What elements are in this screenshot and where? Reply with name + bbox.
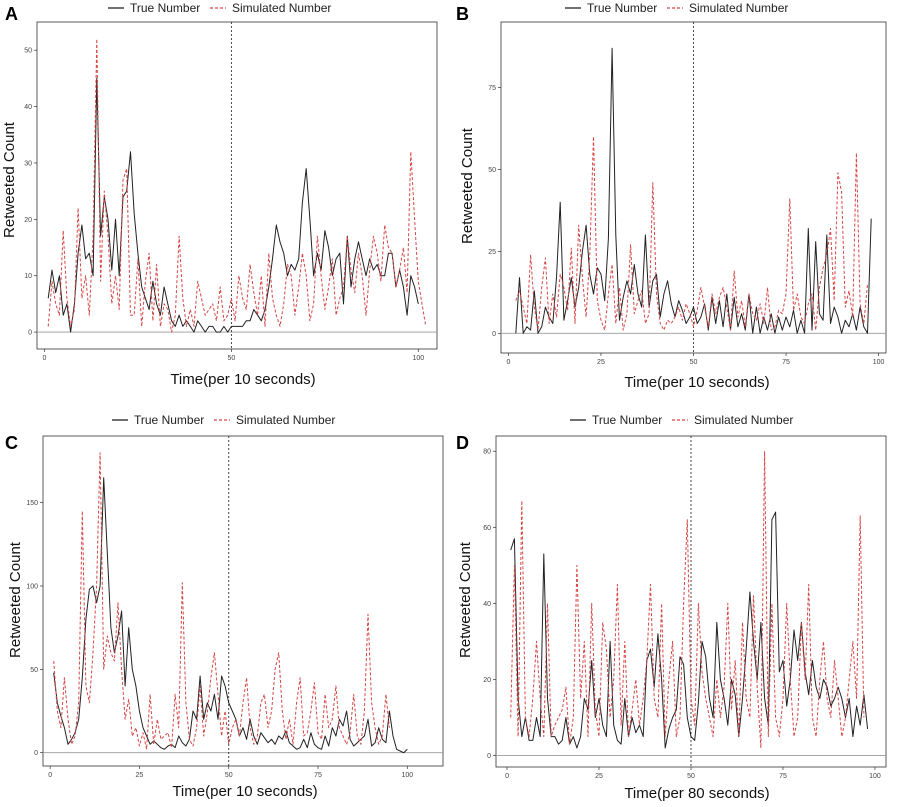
panel-a: A True Number Simulated Number 0 50 100 0 10 20 3… bbox=[1, 1, 438, 388]
y-tick-label: 30 bbox=[24, 160, 32, 167]
panel-letter: B bbox=[456, 4, 469, 24]
x-tick-label: 100 bbox=[873, 359, 885, 366]
legend-true-label: True Number bbox=[130, 1, 200, 15]
legend-true-label: True Number bbox=[134, 413, 204, 427]
x-tick-label: 75 bbox=[782, 359, 790, 366]
legend: True Number Simulated Number bbox=[112, 413, 335, 427]
legend-true-label: True Number bbox=[587, 1, 657, 15]
y-axis-title: Retweeted Count bbox=[1, 121, 18, 238]
x-tick-label: 100 bbox=[869, 773, 881, 780]
x-tick-label: 0 bbox=[505, 773, 509, 780]
panel-letter: D bbox=[456, 433, 469, 453]
x-tick-label: 100 bbox=[401, 772, 413, 779]
y-tick-label: 20 bbox=[483, 677, 491, 684]
y-axis-title: Retweeted Count bbox=[7, 541, 24, 658]
series-line-true-number bbox=[510, 511, 869, 749]
x-axis-title: Time(per 10 seconds) bbox=[172, 783, 317, 800]
panel-c: C True Number Simulated Number 0 25 50 75 100 0 5… bbox=[5, 413, 444, 800]
x-tick-label: 50 bbox=[690, 359, 698, 366]
series-line-simulated-number bbox=[515, 136, 868, 331]
x-axis-title: Time(per 10 seconds) bbox=[624, 374, 769, 391]
y-tick-label: 0 bbox=[487, 753, 491, 760]
x-tick-label: 25 bbox=[595, 773, 603, 780]
x-tick-label: 50 bbox=[227, 355, 235, 362]
y-axis-title: Retweeted Count bbox=[457, 541, 474, 658]
y-tick-label: 0 bbox=[34, 750, 38, 757]
y-tick-label: 0 bbox=[28, 330, 32, 337]
y-tick-label: 80 bbox=[483, 449, 491, 456]
y-tick-label: 50 bbox=[30, 667, 38, 674]
series-line-true-number bbox=[53, 477, 408, 754]
x-tick-label: 0 bbox=[48, 772, 52, 779]
y-tick-label: 25 bbox=[488, 249, 496, 256]
x-tick-label: 0 bbox=[43, 355, 47, 362]
y-tick-label: 50 bbox=[488, 167, 496, 174]
panel-letter: C bbox=[5, 433, 18, 453]
legend-true-label: True Number bbox=[592, 413, 662, 427]
y-axis-title: Retweeted Count bbox=[459, 127, 476, 244]
legend-sim-label: Simulated Number bbox=[689, 1, 788, 15]
x-tick-label: 50 bbox=[225, 772, 233, 779]
y-tick-label: 40 bbox=[483, 601, 491, 608]
x-axis-title: Time(per 10 seconds) bbox=[170, 371, 315, 388]
panel-b: B True Number Simulated Number 0 25 50 75 100 0 2… bbox=[456, 1, 887, 391]
legend: True Number Simulated Number bbox=[565, 1, 788, 15]
x-tick-label: 75 bbox=[314, 772, 322, 779]
series-line-simulated-number bbox=[53, 452, 390, 750]
y-tick-label: 60 bbox=[483, 525, 491, 532]
panel-d: D True Number Simulated Number 0 25 50 75 100 0 2… bbox=[456, 413, 887, 802]
y-tick-label: 40 bbox=[24, 104, 32, 111]
y-tick-label: 0 bbox=[492, 331, 496, 338]
x-tick-label: 75 bbox=[779, 773, 787, 780]
series-line-simulated-number bbox=[47, 38, 427, 333]
y-tick-label: 50 bbox=[24, 48, 32, 55]
x-tick-label: 100 bbox=[412, 355, 424, 362]
series-line-true-number bbox=[47, 77, 419, 333]
x-axis-title: Time(per 80 seconds) bbox=[624, 785, 769, 802]
x-tick-label: 25 bbox=[597, 359, 605, 366]
x-tick-label: 25 bbox=[136, 772, 144, 779]
plot-frame bbox=[36, 21, 438, 350]
x-tick-label: 50 bbox=[687, 773, 695, 780]
y-tick-label: 100 bbox=[26, 584, 38, 591]
y-tick-label: 10 bbox=[24, 273, 32, 280]
legend: True Number Simulated Number bbox=[570, 413, 793, 427]
series-line-true-number bbox=[515, 47, 872, 334]
legend: True Number Simulated Number bbox=[108, 1, 331, 15]
legend-sim-label: Simulated Number bbox=[236, 413, 335, 427]
y-tick-label: 20 bbox=[24, 217, 32, 224]
panel-letter: A bbox=[5, 4, 18, 24]
series-line-simulated-number bbox=[510, 450, 865, 749]
legend-sim-label: Simulated Number bbox=[694, 413, 793, 427]
legend-sim-label: Simulated Number bbox=[232, 1, 331, 15]
y-tick-label: 75 bbox=[488, 85, 496, 92]
y-tick-label: 150 bbox=[26, 500, 38, 507]
x-tick-label: 0 bbox=[506, 359, 510, 366]
